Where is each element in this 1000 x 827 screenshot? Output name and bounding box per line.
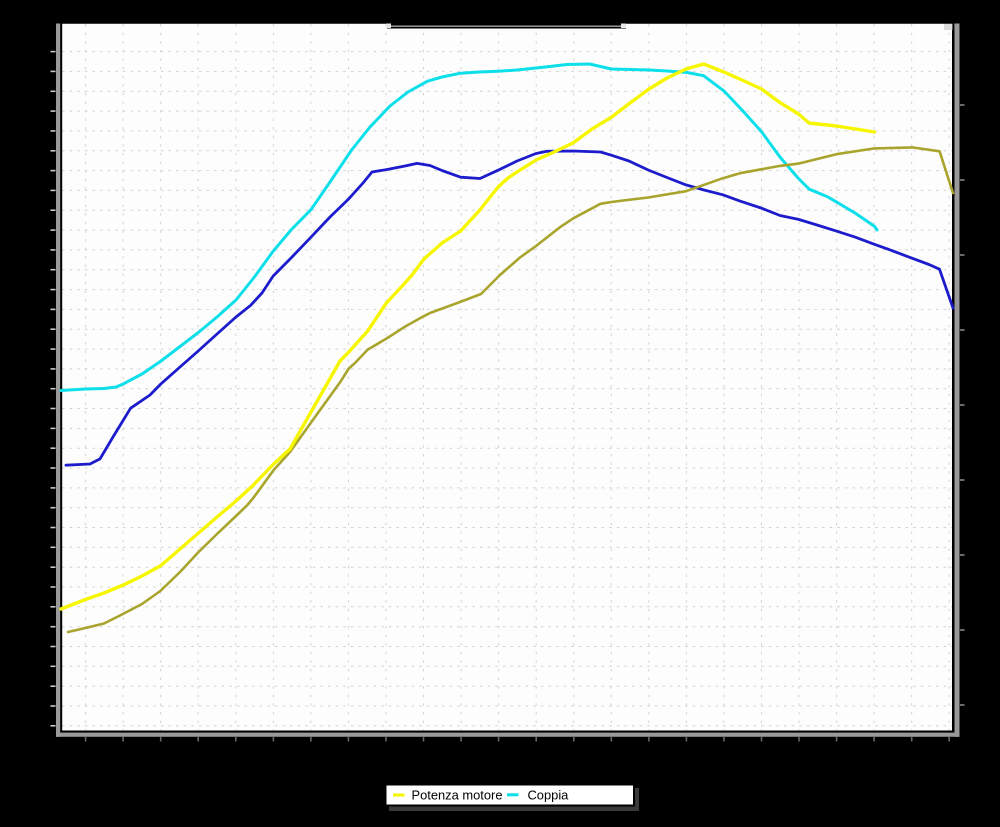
svg-text:Potenza motore: Potenza motore xyxy=(412,788,503,803)
svg-text:Coppia: Coppia xyxy=(528,788,570,803)
